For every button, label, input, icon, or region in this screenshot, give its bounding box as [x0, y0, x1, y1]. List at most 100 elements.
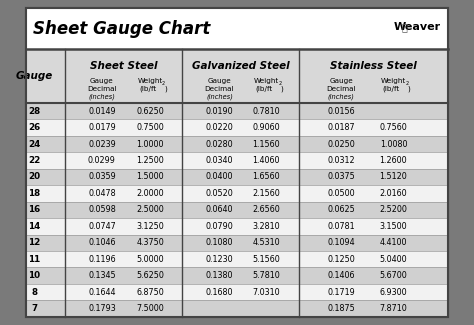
Text: 0.0375: 0.0375: [328, 173, 355, 181]
Text: 0.1380: 0.1380: [206, 271, 233, 280]
Text: 10: 10: [28, 271, 40, 280]
Text: 1.0000: 1.0000: [137, 139, 164, 149]
Text: Decimal: Decimal: [87, 86, 117, 92]
Text: (inches): (inches): [89, 93, 115, 100]
Text: 0.0781: 0.0781: [328, 222, 355, 231]
Bar: [26, 103, 448, 119]
Text: 3.2810: 3.2810: [253, 222, 280, 231]
Text: 0.0239: 0.0239: [88, 139, 116, 149]
Text: 0.7500: 0.7500: [137, 123, 164, 132]
Bar: [26, 8, 448, 49]
Text: Decimal: Decimal: [205, 86, 234, 92]
Text: 5.0400: 5.0400: [380, 255, 407, 264]
Text: Galvanized Steel: Galvanized Steel: [192, 61, 289, 72]
Text: 0.1230: 0.1230: [206, 255, 233, 264]
Text: 4.3750: 4.3750: [137, 238, 164, 247]
Text: 0.1046: 0.1046: [88, 238, 116, 247]
Text: 0.9060: 0.9060: [253, 123, 280, 132]
Text: 0.7560: 0.7560: [380, 123, 407, 132]
Text: 12: 12: [28, 238, 40, 247]
Text: 0.0359: 0.0359: [88, 173, 116, 181]
Text: 0.1406: 0.1406: [328, 271, 355, 280]
Bar: [26, 136, 448, 152]
Text: 0.0598: 0.0598: [88, 205, 116, 214]
Text: Gauge: Gauge: [208, 78, 231, 84]
Bar: [26, 300, 448, 317]
Text: 4.5310: 4.5310: [253, 238, 280, 247]
Text: 2.5000: 2.5000: [137, 205, 164, 214]
Text: 0.0340: 0.0340: [206, 156, 233, 165]
Text: 0.0500: 0.0500: [328, 189, 355, 198]
Text: Sheet Steel: Sheet Steel: [90, 61, 158, 72]
Text: Weight: Weight: [137, 78, 163, 84]
Text: 1.2500: 1.2500: [137, 156, 164, 165]
Bar: [26, 119, 448, 136]
Text: 0.1196: 0.1196: [88, 255, 116, 264]
Text: 🚛: 🚛: [402, 22, 408, 32]
Text: 28: 28: [28, 107, 40, 116]
Text: Gauge: Gauge: [329, 78, 353, 84]
Text: 0.0299: 0.0299: [88, 156, 116, 165]
Text: 0.0220: 0.0220: [206, 123, 233, 132]
Text: 2.5200: 2.5200: [380, 205, 407, 214]
Text: Weaver: Weaver: [394, 22, 441, 32]
Text: 20: 20: [28, 173, 40, 181]
Bar: [26, 202, 448, 218]
Text: 0.1250: 0.1250: [328, 255, 355, 264]
Bar: [26, 267, 448, 284]
Text: Stainless Steel: Stainless Steel: [330, 61, 417, 72]
Text: Weight: Weight: [254, 78, 279, 84]
Text: 2.0160: 2.0160: [380, 189, 407, 198]
Text: 0.0790: 0.0790: [206, 222, 233, 231]
Bar: [26, 235, 448, 251]
Text: 0.1345: 0.1345: [88, 271, 116, 280]
Bar: [26, 251, 448, 267]
Text: 0.1644: 0.1644: [88, 288, 116, 297]
Text: 1.5000: 1.5000: [137, 173, 164, 181]
Text: 1.0080: 1.0080: [380, 139, 407, 149]
Text: 22: 22: [28, 156, 40, 165]
Text: 6.9300: 6.9300: [380, 288, 407, 297]
Text: 0.7810: 0.7810: [253, 107, 280, 116]
Text: 3.1250: 3.1250: [137, 222, 164, 231]
Text: 26: 26: [28, 123, 40, 132]
Text: 2.6560: 2.6560: [253, 205, 280, 214]
Text: 0.0520: 0.0520: [206, 189, 233, 198]
Text: 3.1500: 3.1500: [380, 222, 407, 231]
Text: 5.6700: 5.6700: [380, 271, 407, 280]
Text: 0.0187: 0.0187: [328, 123, 355, 132]
Text: (lb/ft: (lb/ft: [383, 85, 400, 92]
Bar: [26, 8, 448, 317]
Text: 14: 14: [28, 222, 40, 231]
Text: 0.0478: 0.0478: [88, 189, 116, 198]
Text: 0.1094: 0.1094: [328, 238, 355, 247]
Text: 4.4100: 4.4100: [380, 238, 407, 247]
Text: Weight: Weight: [381, 78, 406, 84]
Text: ): ): [164, 85, 167, 92]
Text: 1.5120: 1.5120: [380, 173, 407, 181]
Text: 0.0149: 0.0149: [88, 107, 116, 116]
Text: Sheet Gauge Chart: Sheet Gauge Chart: [33, 20, 210, 38]
Text: Gauge: Gauge: [16, 71, 53, 81]
Text: 0.0179: 0.0179: [88, 123, 116, 132]
Text: 0.1875: 0.1875: [328, 304, 355, 313]
Text: 1.4060: 1.4060: [253, 156, 280, 165]
Text: 7.5000: 7.5000: [137, 304, 164, 313]
Bar: [26, 49, 448, 103]
Text: 6.8750: 6.8750: [137, 288, 164, 297]
Text: 2: 2: [162, 81, 165, 86]
Text: 2: 2: [405, 81, 409, 86]
Text: 16: 16: [28, 205, 40, 214]
Text: 1.1560: 1.1560: [253, 139, 280, 149]
Text: 5.1560: 5.1560: [253, 255, 280, 264]
Text: Decimal: Decimal: [327, 86, 356, 92]
Text: 5.6250: 5.6250: [137, 271, 164, 280]
Text: 7.0310: 7.0310: [253, 288, 280, 297]
Text: 2.0000: 2.0000: [137, 189, 164, 198]
Text: 0.0156: 0.0156: [328, 107, 355, 116]
Text: 0.0640: 0.0640: [206, 205, 233, 214]
Text: ): ): [281, 85, 283, 92]
Bar: [26, 152, 448, 169]
Text: 5.0000: 5.0000: [137, 255, 164, 264]
Text: 0.1719: 0.1719: [328, 288, 355, 297]
